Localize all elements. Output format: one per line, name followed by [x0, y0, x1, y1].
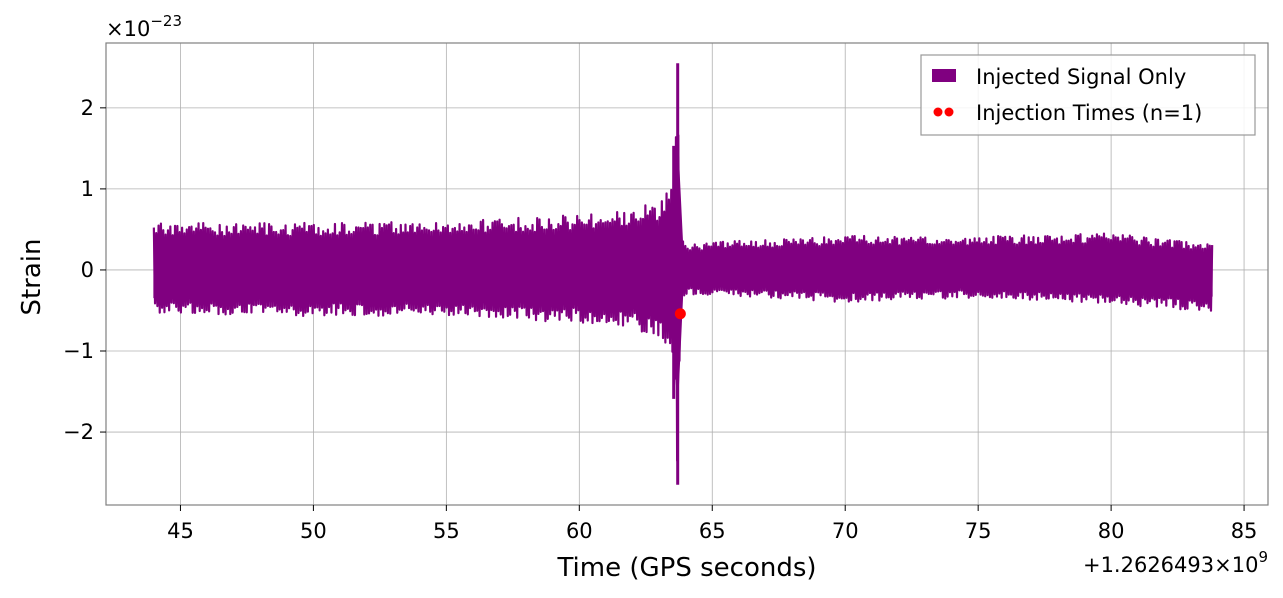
injection-markers: [674, 308, 686, 320]
y-tick-label: −1: [63, 339, 94, 363]
legend-marker-injection-left: [933, 107, 943, 117]
x-ticks: 45 50 55 60 65 70 75 80 85: [167, 505, 1257, 543]
injection-time-point: [674, 308, 686, 320]
y-ticks: −2 −1 0 1 2: [63, 96, 106, 444]
x-tick-label: 45: [167, 519, 194, 543]
x-tick-label: 80: [1098, 519, 1125, 543]
x-tick-label: 55: [433, 519, 460, 543]
x-tick-label: 60: [566, 519, 593, 543]
y-tick-label: 1: [81, 177, 94, 201]
x-tick-label: 75: [965, 519, 992, 543]
legend-label-strain: Injected Signal Only: [976, 65, 1186, 89]
y-tick-label: 2: [81, 96, 94, 120]
x-tick-label: 70: [832, 519, 859, 543]
y-tick-label: −2: [63, 420, 94, 444]
x-offset-label: +1.2626493×109: [1083, 548, 1268, 577]
legend-marker-injection-right: [944, 107, 954, 117]
y-scale-label: ×10−23: [106, 12, 182, 41]
x-tick-label: 65: [699, 519, 726, 543]
x-axis-title: Time (GPS seconds): [556, 553, 816, 583]
y-tick-label: 0: [81, 258, 94, 282]
strain-series: [152, 63, 1214, 485]
legend-box: [920, 54, 1256, 136]
y-axis-title: Strain: [17, 238, 47, 315]
x-tick-label: 50: [300, 519, 327, 543]
legend: Injected Signal Only Injection Times (n=…: [920, 54, 1256, 136]
x-tick-label: 85: [1231, 519, 1258, 543]
legend-label-injection: Injection Times (n=1): [976, 101, 1202, 125]
legend-swatch-strain: [932, 69, 956, 82]
plot-frame: [105, 42, 1269, 506]
strain-line: [152, 134, 1214, 462]
